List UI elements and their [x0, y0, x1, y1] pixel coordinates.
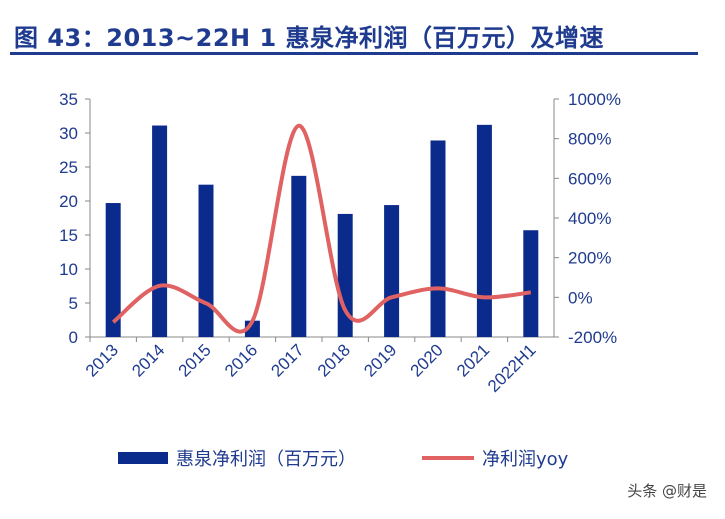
x-tick-label: 2017 — [267, 340, 307, 380]
y-left-tick-label: 5 — [69, 294, 78, 313]
y-left-tick-label: 10 — [59, 260, 78, 279]
y-left-tick-label: 25 — [59, 158, 78, 177]
bar — [105, 203, 121, 337]
bar — [430, 140, 446, 337]
x-tick-label: 2015 — [175, 340, 215, 380]
y-right-tick-label: 200% — [568, 249, 611, 268]
y-right-tick-label: 600% — [568, 169, 611, 188]
y-right-tick-label: -200% — [568, 328, 617, 347]
y-left-tick-label: 0 — [69, 328, 78, 347]
x-tick-label: 2013 — [82, 340, 122, 380]
title-underline — [10, 52, 698, 55]
y-left-tick-label: 35 — [59, 90, 78, 109]
bar — [152, 125, 168, 338]
x-tick-label: 2014 — [128, 340, 168, 380]
bar — [384, 205, 400, 337]
bar — [476, 124, 492, 337]
bar — [523, 230, 539, 337]
watermark: 头条 @财是 — [627, 482, 707, 500]
y-right-tick-label: 800% — [568, 130, 611, 149]
bar — [291, 175, 307, 337]
y-right-tick-label: 1000% — [568, 90, 621, 109]
yoy-line — [111, 123, 532, 334]
x-tick-label: 2020 — [407, 340, 447, 380]
y-right-tick-label: 0% — [568, 288, 593, 307]
y-left-tick-label: 15 — [59, 226, 78, 245]
x-tick-label: 2018 — [314, 340, 354, 380]
bar — [198, 184, 214, 337]
chart-title: 图 43：2013~22H 1 惠泉净利润（百万元）及增速 — [14, 24, 605, 52]
y-right-tick-label: 400% — [568, 209, 611, 228]
legend-bar-label: 惠泉净利润（百万元） — [176, 449, 356, 470]
x-tick-label: 2019 — [360, 340, 400, 380]
y-left-tick-label: 30 — [59, 124, 78, 143]
legend-bar-swatch — [118, 452, 168, 464]
legend-line-label: 净利润yoy — [482, 449, 569, 470]
x-tick-label: 2016 — [221, 340, 261, 380]
x-tick-label: 2022H1 — [484, 340, 540, 396]
y-left-tick-label: 20 — [59, 192, 78, 211]
x-tick-label: 2021 — [453, 340, 493, 380]
